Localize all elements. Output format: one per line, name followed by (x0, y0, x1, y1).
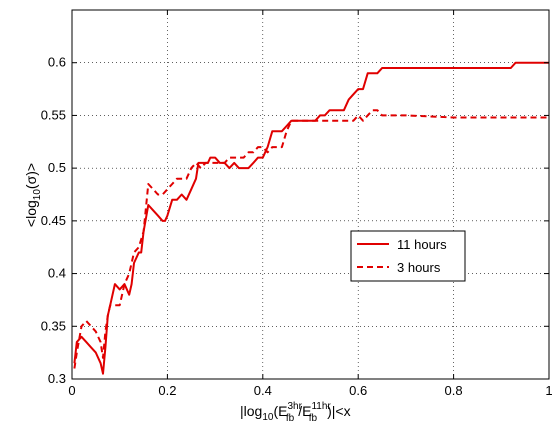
x-tick-label: 1 (545, 383, 552, 398)
plot-area (72, 10, 549, 379)
y-tick-label: 0.3 (48, 371, 66, 386)
y-label-prefix: <log (23, 200, 39, 227)
x-axis-label: |log10(E3hr fb/E11hr fb)|<x (240, 401, 351, 424)
legend-label-11-hours: 11 hours (397, 237, 447, 252)
legend-box (350, 230, 466, 282)
y-label-sub: 10 (32, 189, 43, 201)
x-label-close: )|<x (327, 403, 350, 419)
x-tick-label: 0.2 (158, 383, 176, 398)
x-tick-label: 0.6 (349, 383, 367, 398)
y-label-rest: (σ)> (23, 163, 39, 189)
x-label-open: (E (273, 403, 287, 419)
x-label-sub1: 10 (262, 412, 274, 423)
x-label-prefix: |log (240, 403, 262, 419)
x-tick-label: 0 (68, 383, 75, 398)
legend-label-3-hours: 3 hours (397, 260, 441, 275)
y-tick-label: 0.5 (48, 160, 66, 175)
x-label-sub-num: fb (286, 413, 295, 424)
ticks: 0 0.2 0.4 0.6 0.8 1 0.3 0.35 0.4 0.45 0.5 0.55 0.6 (41, 10, 553, 398)
grid (72, 10, 549, 379)
series-line-3-hours (73, 109, 549, 369)
x-label-sup-den: 11hr (311, 401, 331, 412)
x-label-slash: /E (298, 403, 311, 419)
x-label-sup-num: 3hr (287, 401, 302, 412)
y-tick-label: 0.4 (48, 266, 66, 281)
x-label-sub-den: fb (309, 413, 318, 424)
y-tick-label: 0.6 (48, 55, 66, 70)
y-tick-label: 0.45 (41, 213, 66, 228)
y-tick-label: 0.55 (41, 107, 66, 122)
series-line-11-hours (73, 61, 549, 375)
series-layer (73, 61, 549, 375)
y-axis-label: <log10(σ)> (23, 163, 43, 227)
x-tick-label: 0.4 (254, 383, 272, 398)
plot-frame (71, 9, 550, 380)
y-tick-label: 0.35 (41, 318, 66, 333)
x-tick-label: 0.8 (445, 383, 463, 398)
legend: 11 hours 3 hours (350, 230, 466, 282)
